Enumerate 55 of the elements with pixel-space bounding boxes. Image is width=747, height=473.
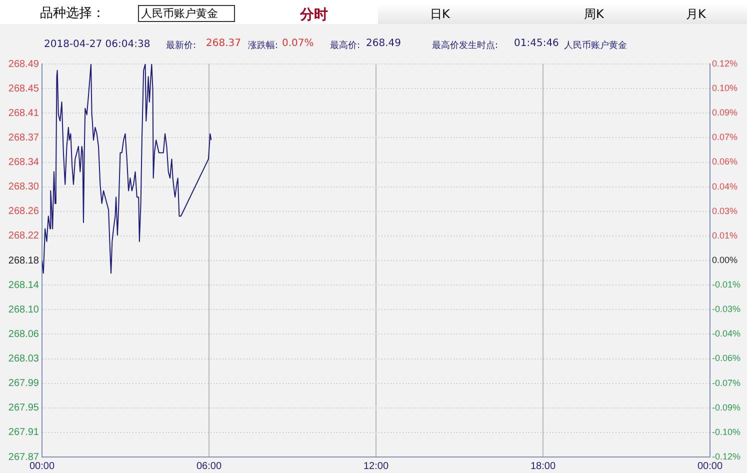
- y-tick-label: 268.41: [8, 108, 40, 119]
- x-tick-label: 00:00: [697, 460, 723, 472]
- y-tick-label: 268.26: [8, 206, 40, 218]
- y2-tick-label: -0.06%: [712, 353, 741, 364]
- y2-tick-label: -0.07%: [712, 378, 741, 388]
- text: 268.37: [206, 38, 241, 49]
- text: 涨跌幅:: [248, 40, 278, 52]
- y-tick-label: 268.18: [8, 255, 40, 266]
- y-tick-label: 268.14: [8, 280, 40, 291]
- text: 01:45:46: [514, 38, 559, 49]
- y-tick-label: 267.99: [8, 378, 40, 390]
- text: 最高价发生时点:: [432, 40, 498, 52]
- text: 0.07%: [282, 38, 314, 49]
- y-tick-label: 268.37: [8, 132, 40, 144]
- y-tick-label: 268.45: [8, 83, 40, 94]
- text: 月K: [686, 6, 706, 23]
- y2-tick-label: -0.09%: [712, 402, 741, 412]
- x-tick-label: 18:00: [530, 460, 556, 472]
- y-tick-label: 268.49: [8, 58, 40, 70]
- y-tick-label: 268.22: [8, 230, 40, 242]
- x-tick-label: 06:00: [196, 460, 222, 472]
- x-tick-label: 12:00: [363, 460, 389, 472]
- y2-tick-label: 0.04%: [712, 181, 738, 192]
- text: 品种选择：: [40, 5, 105, 22]
- x-tick-label: 00:00: [29, 460, 55, 472]
- text: 2018-04-27 06:04:38: [44, 39, 150, 50]
- text: 268.49: [366, 38, 401, 49]
- text: 最高价:: [330, 40, 360, 52]
- y2-tick-label: 0.07%: [712, 132, 738, 142]
- y2-tick-label: -0.03%: [712, 304, 741, 314]
- y2-tick-label: 0.10%: [712, 83, 738, 94]
- y2-tick-label: 0.00%: [712, 254, 738, 265]
- y-tick-label: 268.30: [8, 182, 40, 193]
- y2-tick-label: -0.10%: [712, 426, 741, 437]
- y2-tick-label: -0.04%: [712, 328, 741, 339]
- text: 最新价:: [166, 40, 196, 52]
- y2-tick-label: 0.09%: [712, 108, 738, 118]
- text: 日K: [430, 6, 450, 23]
- y2-tick-label: 0.01%: [712, 230, 738, 240]
- text: 人民币账户黄金: [564, 40, 627, 52]
- y-tick-label: 267.95: [8, 402, 40, 414]
- y-tick-label: 268.03: [8, 354, 40, 364]
- text: 周K: [584, 6, 604, 23]
- y-tick-label: 268.06: [8, 328, 40, 340]
- y-tick-label: 268.34: [8, 157, 40, 168]
- y2-tick-label: -0.12%: [712, 451, 741, 462]
- y2-tick-label: 0.12%: [712, 58, 738, 68]
- y-tick-label: 267.91: [8, 427, 40, 438]
- text: 分时: [300, 6, 328, 24]
- y-tick-label: 268.10: [8, 304, 40, 316]
- y2-tick-label: 0.06%: [712, 156, 738, 167]
- y2-tick-label: 0.03%: [712, 206, 738, 216]
- text: 人民币账户黄金: [138, 5, 235, 22]
- y-tick-label: 267.87: [8, 452, 40, 463]
- y2-tick-label: -0.01%: [712, 280, 741, 290]
